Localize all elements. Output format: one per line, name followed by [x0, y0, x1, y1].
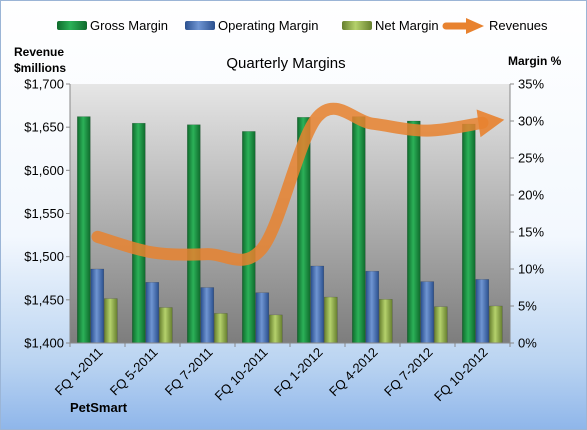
bar-gross-margin-5 — [352, 116, 366, 344]
right-axis-title: Margin % — [508, 54, 562, 68]
bar-operating-margin-0 — [90, 268, 105, 344]
x-tick-label-3: FQ 10-2011 — [212, 345, 271, 404]
left-tick-label-1: $1,450 — [24, 292, 64, 307]
left-tick-label-4: $1,600 — [24, 163, 64, 178]
revenue-line — [91, 102, 489, 266]
x-tick-label-6: FQ 7-2012 — [381, 345, 436, 400]
left-tick-label-0: $1,400 — [24, 336, 64, 351]
right-tick-label-6: 30% — [518, 114, 544, 129]
x-tick-label-1: FQ 5-2011 — [107, 345, 161, 399]
bar-gross-margin-6 — [407, 120, 421, 344]
x-tick-label-7: FQ 10-2012 — [431, 345, 491, 405]
right-tick-label-1: 5% — [518, 299, 537, 314]
left-tick-label-3: $1,550 — [24, 206, 64, 221]
bar-net-margin-0 — [104, 298, 118, 344]
legend-arrowhead-revenues — [466, 18, 484, 34]
bar-gross-margin-7 — [462, 123, 476, 344]
right-tick-label-2: 10% — [518, 262, 544, 277]
left-tick-label-6: $1,700 — [24, 77, 64, 92]
legend-label-gross-margin: Gross Margin — [90, 18, 168, 33]
bars-layer — [77, 116, 503, 344]
right-tick-label-4: 20% — [518, 188, 544, 203]
left-tick-label-5: $1,650 — [24, 120, 64, 135]
bar-net-margin-3 — [269, 314, 283, 344]
bar-operating-margin-1 — [145, 282, 160, 344]
right-tick-label-5: 25% — [518, 151, 544, 166]
legend-swatch-gross-margin — [57, 21, 87, 30]
legend-label-operating-margin: Operating Margin — [218, 18, 318, 33]
legend-label-revenues: Revenues — [489, 18, 548, 33]
bar-operating-margin-2 — [200, 287, 215, 344]
bar-operating-margin-6 — [420, 281, 435, 344]
right-tick-label-7: 35% — [518, 77, 544, 92]
legend: Gross Margin Operating Margin Net Margin… — [57, 18, 548, 34]
legend-swatch-operating-margin — [185, 21, 215, 30]
legend-label-net-margin: Net Margin — [375, 18, 439, 33]
bar-operating-margin-5 — [365, 270, 380, 344]
bar-operating-margin-3 — [255, 292, 270, 344]
x-tick-label-0: FQ 1-2011 — [52, 345, 106, 399]
x-tick-label-2: FQ 7-2011 — [162, 345, 216, 399]
revenue-arrowhead — [476, 109, 505, 138]
right-tick-label-0: 0% — [518, 336, 537, 351]
company-label: PetSmart — [70, 400, 128, 415]
bar-gross-margin-1 — [132, 122, 146, 344]
left-axis-title-line2: $millions — [14, 61, 66, 75]
bar-operating-margin-4 — [310, 265, 325, 344]
bar-net-margin-5 — [379, 299, 393, 344]
bar-gross-margin-0 — [77, 116, 91, 344]
left-axis-title-line1: Revenue — [14, 45, 64, 59]
legend-swatch-net-margin — [342, 21, 372, 30]
chart-title: Quarterly Margins — [226, 55, 345, 72]
x-tick-label-5: FQ 4-2012 — [326, 345, 381, 400]
bar-gross-margin-3 — [242, 131, 256, 344]
x-tick-label-4: FQ 1-2012 — [271, 345, 326, 400]
bar-gross-margin-2 — [187, 124, 201, 344]
bar-net-margin-7 — [489, 305, 503, 344]
bar-operating-margin-7 — [475, 279, 490, 344]
right-tick-label-3: 15% — [518, 225, 544, 240]
bar-net-margin-6 — [434, 306, 448, 344]
bar-net-margin-1 — [159, 307, 173, 344]
revenue-line-layer — [91, 102, 505, 266]
left-tick-label-2: $1,500 — [24, 249, 64, 264]
bar-net-margin-2 — [214, 313, 228, 344]
bar-net-margin-4 — [324, 296, 338, 344]
